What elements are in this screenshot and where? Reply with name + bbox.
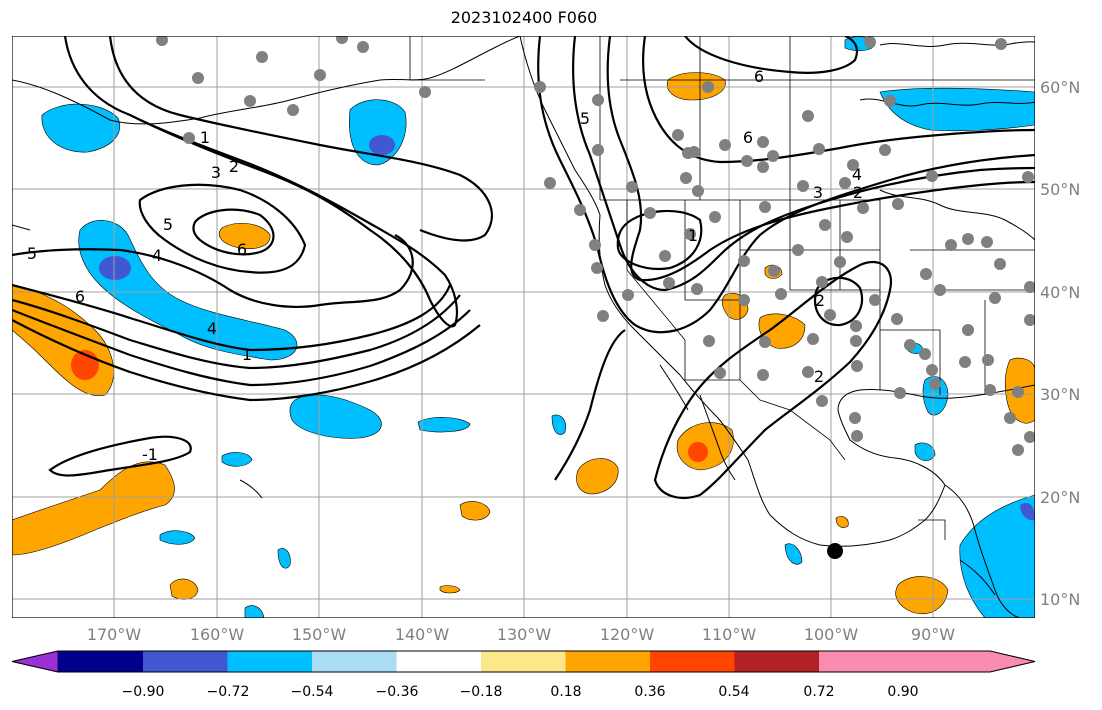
lon-label: 100°W (804, 625, 859, 644)
lon-label: 170°W (87, 625, 142, 644)
contour-label: 1 (688, 226, 698, 245)
contour-label: 2 (814, 367, 824, 386)
contour-label: 6 (743, 128, 753, 147)
colorbar-cell (650, 651, 735, 672)
colorbar-outline (11, 650, 1036, 673)
station-markers (156, 36, 1035, 456)
lat-label: 60°N (1040, 78, 1080, 97)
lat-label: 20°N (1040, 488, 1080, 507)
contour-label: 6 (754, 67, 764, 86)
colorbar-tick-label: 0.36 (634, 684, 665, 700)
political-borders (409, 36, 1035, 540)
colorbar-extend-high (819, 651, 1035, 672)
latitude-axis: 60°N 50°N 40°N 30°N 20°N 10°N (1040, 78, 1080, 609)
lon-label: 110°W (702, 625, 757, 644)
colorbar-cell (312, 651, 397, 672)
contour-label: 6 (75, 287, 85, 306)
colorbar-tick-label: 0.90 (887, 684, 918, 700)
colorbar-tick-label: −0.72 (207, 684, 250, 700)
lon-label: 90°W (911, 625, 955, 644)
lat-label: 10°N (1040, 590, 1080, 609)
colorbar-tick-label: 0.72 (803, 684, 834, 700)
contour-label: 5 (163, 215, 173, 234)
contour-label: 4 (152, 246, 162, 265)
colorbar-cell (734, 651, 819, 672)
contour-label: 5 (580, 109, 590, 128)
colorbar-cells (11, 650, 1036, 673)
colorbar: −0.90 −0.72 −0.54 −0.36 −0.18 0.18 0.36 … (11, 650, 1036, 700)
colorbar-cell (227, 651, 312, 672)
contour-label: -1 (142, 445, 158, 464)
map-gridlines (12, 36, 1035, 618)
colorbar-cell (58, 651, 143, 672)
colorbar-tick-label: 0.18 (550, 684, 581, 700)
contour-label: 4 (207, 319, 217, 338)
colorbar-cell (565, 651, 650, 672)
contour-label: 5 (27, 244, 37, 263)
lat-label: 50°N (1040, 180, 1080, 199)
colorbar-tick-label: −0.90 (122, 684, 165, 700)
coastlines (12, 36, 1035, 618)
longitude-axis: 170°W 160°W 150°W 140°W 130°W 120°W 110°… (87, 625, 955, 644)
contour-label: 1 (242, 345, 252, 364)
contour-label: 2 (853, 183, 863, 202)
map-plot-area: 6 5 6 4 3 2 1 5 4 3 2 1 6 5 4 6 -1 1 2 2 (12, 36, 1035, 618)
lon-label: 140°W (395, 625, 450, 644)
lon-label: 160°W (190, 625, 245, 644)
contour-label: 2 (229, 157, 239, 176)
colorbar-tick-label: −0.18 (460, 684, 503, 700)
contour-labels: 6 5 6 4 3 2 1 5 4 3 2 1 6 5 4 6 -1 1 2 2 (27, 67, 863, 464)
colorbar-labels: −0.90 −0.72 −0.54 −0.36 −0.18 0.18 0.36 … (122, 684, 919, 700)
contour-label: 3 (813, 183, 823, 202)
colorbar-tick-label: −0.54 (291, 684, 334, 700)
lon-label: 130°W (497, 625, 552, 644)
contour-label: 6 (237, 240, 247, 259)
lat-label: 40°N (1040, 283, 1080, 302)
contour-label: 2 (815, 291, 825, 310)
height-contours (12, 36, 1035, 499)
lon-label: 120°W (600, 625, 655, 644)
contour-label: 4 (852, 165, 862, 184)
map-title: 2023102400 F060 (450, 8, 598, 27)
colorbar-cell (396, 651, 481, 672)
black-station-marker (827, 543, 843, 559)
colorbar-cell (481, 651, 566, 672)
colorbar-tick-label: −0.36 (376, 684, 419, 700)
colorbar-extend-low (11, 650, 59, 673)
lon-label: 150°W (292, 625, 347, 644)
lat-label: 30°N (1040, 385, 1080, 404)
contour-label: 1 (200, 128, 210, 147)
contour-label: 3 (211, 163, 221, 182)
colorbar-cell (143, 651, 228, 672)
colorbar-tick-label: 0.54 (718, 684, 749, 700)
